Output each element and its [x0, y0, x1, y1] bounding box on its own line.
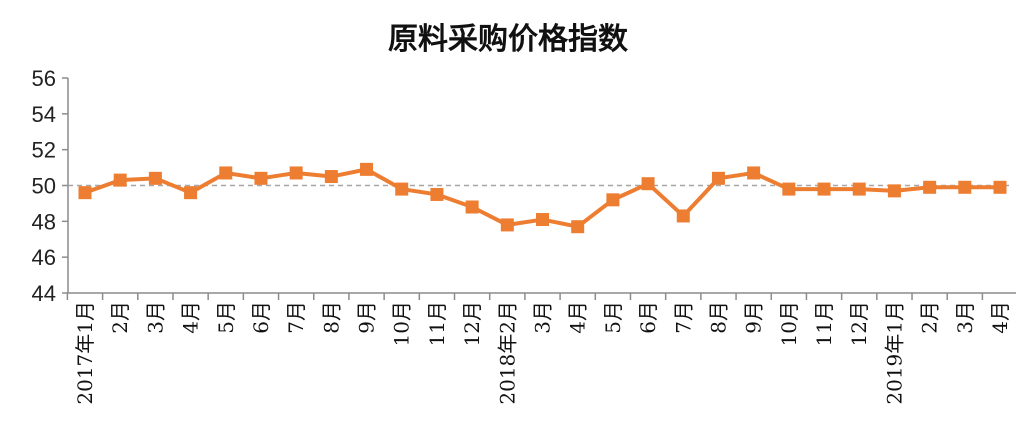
data-point-marker	[747, 166, 761, 180]
x-tick-label: 4月	[988, 301, 1012, 334]
y-tick-label: 50	[32, 174, 56, 199]
data-point-marker	[852, 182, 866, 196]
data-point-marker	[148, 171, 162, 185]
x-tick-label: 12月	[460, 301, 484, 346]
data-point-marker	[219, 166, 233, 180]
data-point-marker	[641, 177, 655, 191]
x-tick-label: 5月	[601, 301, 625, 334]
x-tick-label: 8月	[319, 301, 343, 334]
x-tick-label: 3月	[953, 301, 977, 334]
data-point-marker	[923, 180, 937, 194]
data-point-marker	[676, 209, 690, 223]
x-tick-label: 11月	[812, 301, 836, 346]
x-tick-label: 10月	[390, 301, 414, 346]
x-tick-label: 4月	[566, 301, 590, 334]
data-point-marker	[254, 171, 268, 185]
data-point-marker	[113, 173, 127, 187]
data-point-marker	[430, 187, 444, 201]
data-point-marker	[289, 166, 303, 180]
data-point-marker	[958, 180, 972, 194]
data-point-marker	[571, 220, 585, 234]
data-point-marker	[360, 162, 374, 176]
data-point-marker	[606, 193, 620, 207]
data-point-marker	[711, 171, 725, 185]
data-point-marker	[536, 213, 549, 227]
y-tick-label: 56	[32, 66, 56, 91]
chart-title: 原料采购价格指数	[388, 22, 628, 57]
x-tick-label: 5月	[214, 301, 238, 334]
y-tick-label: 54	[32, 102, 56, 127]
y-tick-label: 52	[32, 138, 56, 163]
data-point-marker	[78, 186, 92, 200]
x-tick-label: 6月	[249, 301, 273, 334]
x-tick-label: 2018年2月	[495, 301, 519, 405]
x-tick-label: 8月	[706, 301, 730, 334]
data-point-marker	[324, 170, 338, 184]
data-point-marker	[817, 182, 831, 196]
x-tick-label: 7月	[671, 301, 695, 334]
x-tick-label: 3月	[143, 301, 167, 334]
x-tick-label: 7月	[284, 301, 308, 334]
x-tick-label: 11月	[425, 301, 449, 346]
y-tick-label: 48	[32, 209, 56, 234]
data-point-marker	[184, 186, 198, 200]
data-point-marker	[465, 200, 479, 214]
y-tick-label: 46	[32, 245, 56, 270]
x-tick-label: 4月	[179, 301, 203, 334]
x-tick-label: 2019年1月	[882, 301, 906, 405]
x-tick-label: 9月	[742, 301, 766, 334]
y-tick-label: 44	[32, 281, 56, 306]
data-point-marker	[500, 218, 514, 232]
data-point-marker	[887, 184, 901, 198]
x-tick-label: 3月	[531, 301, 555, 334]
x-tick-label: 10月	[777, 301, 801, 346]
x-tick-label: 6月	[636, 301, 660, 334]
data-point-marker	[395, 182, 409, 196]
x-tick-label: 2月	[918, 301, 942, 334]
data-point-marker	[782, 182, 796, 196]
x-tick-label: 9月	[355, 301, 379, 334]
x-tick-label: 2017年1月	[73, 301, 97, 405]
x-tick-label: 12月	[847, 301, 871, 346]
x-tick-label: 2月	[108, 301, 132, 334]
data-point-marker	[993, 180, 1007, 194]
